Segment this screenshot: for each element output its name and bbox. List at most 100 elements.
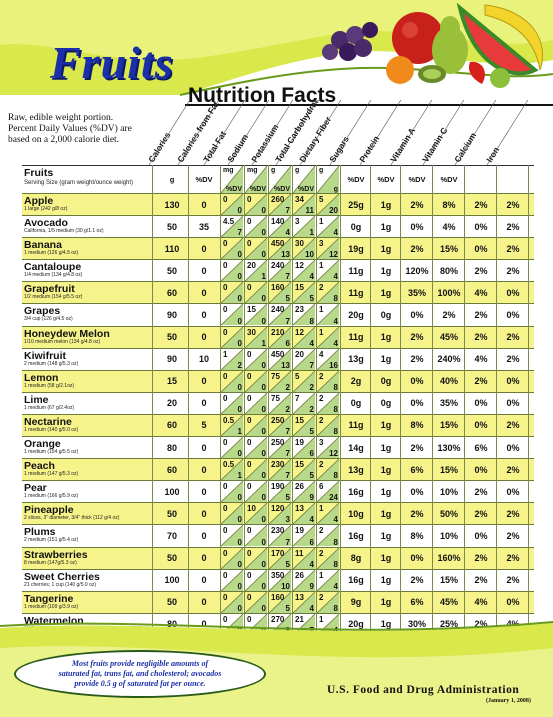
diag-bottom-value: 0 — [237, 206, 242, 216]
diag-bottom-value: 11 — [305, 206, 314, 216]
kiwi-icon — [418, 65, 446, 83]
cell-fat_cal: 0 — [201, 287, 207, 298]
fruit-name: Tangerine — [24, 592, 74, 605]
diag-bottom-value: 9 — [309, 581, 314, 591]
diag-top-value: 0 — [223, 305, 228, 315]
apple-icon — [392, 12, 444, 64]
diag-bottom-value: 2 — [237, 360, 242, 370]
diag-top-value: 0 — [223, 570, 228, 580]
diag-bottom-value: 0 — [237, 382, 242, 392]
diag-top-value: 5 — [295, 371, 300, 381]
diag-top-value: 15 — [247, 305, 256, 315]
diag-cell: 30 1 — [245, 326, 267, 348]
unit-row-title: Fruits — [24, 167, 54, 179]
page-subtitle: Nutrition Facts — [188, 84, 337, 107]
header-guide-line — [275, 100, 318, 166]
cell-iron: 0% — [506, 442, 520, 453]
fruit-serving: 1 medium (126 g/4.5 oz) — [24, 250, 79, 257]
column-divider — [292, 165, 293, 636]
diag-bottom-value: 0 — [237, 404, 242, 414]
diag-top-value: 2 — [319, 393, 324, 403]
diag-top-value: 270 — [271, 614, 285, 624]
unit-label: %DV — [298, 186, 314, 193]
cell-iron: 2% — [506, 243, 520, 254]
column-header: Iron — [484, 145, 501, 164]
unit-label: %DV — [274, 186, 290, 193]
fruit-serving: 1/2 medium (154 g/5.5 oz) — [24, 294, 83, 301]
diag-bottom-value: 0 — [237, 294, 242, 304]
diag-top-value: 15 — [295, 415, 304, 425]
intro-line: based on a 2,000 calorie diet. — [8, 135, 120, 145]
diag-top-value: 140 — [271, 217, 285, 227]
diag-top-value: 250 — [271, 438, 285, 448]
cell-vita: 2% — [410, 332, 424, 343]
cell-cal: 110 — [164, 243, 180, 254]
diag-cell: 23 8 — [293, 304, 315, 326]
unit-label: mg — [223, 167, 234, 174]
cell-calcium: 2% — [474, 508, 488, 519]
cell-vita: 0% — [410, 486, 424, 497]
diag-top-value: 350 — [271, 570, 285, 580]
unit-label: %DV — [226, 186, 242, 193]
diag-top-value: 19 — [295, 438, 304, 448]
diag-cell: 210 6 — [269, 326, 291, 348]
cell-vita: 8% — [410, 530, 424, 541]
diag-bottom-value: 0 — [261, 493, 266, 503]
diag-top-value: 0 — [247, 438, 252, 448]
diag-bottom-value: 13 — [281, 250, 290, 260]
diag-bottom-value: 0 — [261, 206, 266, 216]
cell-cal: 50 — [166, 553, 177, 564]
cell-protein: 1g — [380, 420, 392, 431]
cell-sugars: 2g — [350, 376, 362, 387]
diag-cell: 75 2 — [269, 392, 291, 414]
column-divider — [400, 165, 401, 636]
header-guide-line — [422, 100, 465, 166]
cell-protein: 1g — [380, 243, 392, 254]
diag-bottom-value: 0 — [237, 559, 242, 569]
diag-bottom-value: 6 — [309, 449, 314, 459]
diag-bottom-value: 4 — [333, 272, 338, 282]
diag-top-value: 15 — [295, 283, 304, 293]
cell-protein: 1g — [380, 508, 392, 519]
cell-iron: 2% — [506, 332, 520, 343]
diag-bottom-value: 8 — [333, 603, 338, 613]
diag-top-value: 13 — [295, 592, 304, 602]
diag-cell: 160 5 — [269, 591, 291, 613]
diag-top-value: 0 — [247, 548, 252, 558]
diag-cell: 0.5 1 — [221, 414, 243, 437]
diag-cell: 13 4 — [293, 591, 315, 613]
cell-iron: 2% — [506, 221, 520, 232]
fruit-name: Peach — [24, 460, 55, 473]
diag-cell: 240 7 — [269, 260, 291, 282]
fruit-serving: 1 medium (140 g/5.0 oz) — [24, 426, 79, 433]
column-divider — [220, 165, 221, 636]
diag-top-value: 3 — [295, 217, 300, 227]
cell-vitc: 45% — [439, 597, 458, 608]
table-row: Peach 1 medium (147 g/5.3 oz) 60 0 0.5 1 0 0 230… — [22, 459, 534, 482]
cell-sugars: 16g — [348, 530, 364, 541]
table-row: Honeydew Melon 1/10 medium melon (134 g/4… — [22, 326, 534, 349]
cell-protein: 1g — [380, 332, 392, 343]
cell-fat_cal: 0 — [201, 265, 207, 276]
cell-vitc: 160% — [437, 553, 461, 564]
cell-calcium: 2% — [474, 376, 488, 387]
diag-bottom-value: 1 — [261, 338, 266, 348]
cell-sugars: 20g — [348, 310, 364, 321]
table-row: Nectarine 1 medium (140 g/5.0 oz) 60 5 0.5 1 0… — [22, 414, 534, 438]
diag-top-value: 0 — [247, 349, 252, 359]
diag-top-value: 75 — [271, 393, 280, 403]
cell-iron: 0% — [506, 287, 520, 298]
diag-bottom-value: 4 — [333, 338, 338, 348]
column-header: Sodium — [225, 132, 250, 164]
